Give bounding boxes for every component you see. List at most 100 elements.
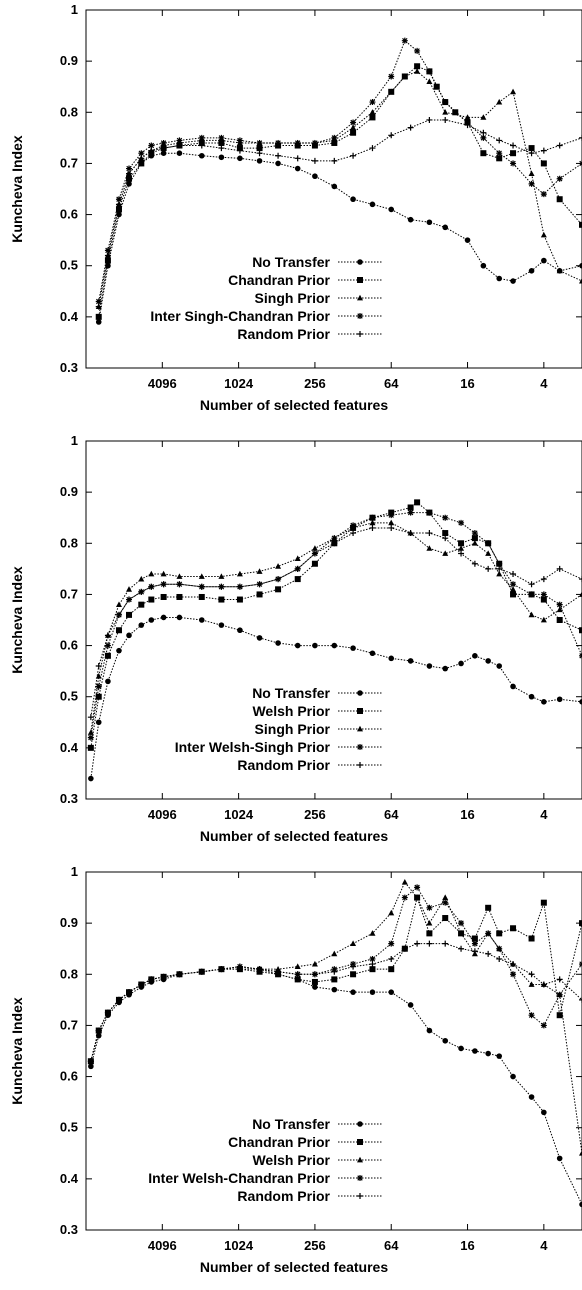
data-point [426,1027,433,1034]
data-point [311,550,318,557]
data-point [426,68,433,75]
data-point [275,152,282,159]
data-point [540,1022,547,1029]
data-point [510,581,517,588]
x-tick-label: 1024 [224,1238,254,1253]
data-point [256,568,263,574]
legend: No Transfer Chandran Prior Singh Prior Inte… [150,254,382,342]
data-point [540,576,547,583]
data-point [540,981,547,988]
data-point [496,275,503,282]
data-point [311,978,318,985]
data-point [485,950,492,957]
series-triangle [87,519,582,735]
data-point [426,509,433,516]
data-point [294,963,301,970]
y-tick-label: 0.9 [60,484,78,499]
data-point [528,971,535,978]
data-point [95,693,102,700]
data-point [528,591,535,598]
data-point [138,155,145,162]
data-point [369,524,376,531]
data-point [369,930,376,936]
x-tick-label: 1024 [224,376,254,391]
data-point [160,973,167,980]
data-point [458,519,465,526]
chart-svg: 0.3 0.4 0.5 0.6 0.7 0.8 0.9 1 4096 1024 256 64 16 4 Nu… [9,2,582,413]
data-point [426,930,433,937]
data-point [369,955,376,962]
data-point [414,499,421,506]
data-point [218,145,225,152]
data-point [115,627,122,634]
data-point [496,1053,503,1059]
chart-svg: 0.3 0.4 0.5 0.6 0.7 0.8 0.9 1 4096 1024 256 64 16 4 Nu… [9,433,582,844]
data-point [414,63,421,70]
y-tick-label: 0.7 [60,155,78,170]
data-point [115,996,122,1003]
data-point [350,152,357,159]
data-point [95,719,102,726]
data-point [464,237,471,243]
data-point [496,98,503,105]
data-point [369,201,376,208]
data-point [236,596,243,603]
y-tick-label: 0.3 [60,1222,78,1237]
y-tick-label: 0.3 [60,360,78,375]
data-point [401,73,408,79]
data-point [218,154,225,161]
data-point [540,160,547,167]
data-point [452,109,459,116]
legend-label: Inter Welsh-Chandran Prior [148,1170,330,1186]
data-point [579,134,582,141]
data-point [388,940,395,947]
data-point [426,78,433,84]
series-plus [87,940,582,1065]
data-point [331,139,338,146]
data-point [480,129,487,136]
y-tick-label: 0.4 [60,1171,79,1186]
data-point [126,175,133,182]
data-point [496,955,503,962]
data-point [388,524,395,531]
y-tick-label: 0.7 [60,1017,78,1032]
y-tick-label: 0.5 [60,1120,78,1135]
data-point [275,640,281,646]
series-line [90,522,582,733]
data-point [160,570,167,577]
data-point [485,904,492,911]
data-point [510,971,517,978]
data-point [442,99,449,106]
data-point [541,699,547,705]
legend-label: Singh Prior [255,290,331,306]
data-point [104,652,111,659]
data-point [116,647,122,654]
data-point [331,183,338,190]
legend-marker [357,1193,363,1199]
series-triangle [95,68,582,310]
data-point [458,920,465,927]
data-point [556,991,563,998]
data-point [556,267,563,274]
y-tick-label: 0.8 [60,104,78,119]
data-point [369,514,376,521]
data-point [294,565,301,572]
series-line [90,616,582,779]
data-point [388,966,395,973]
data-point [556,196,563,203]
legend-marker [357,331,363,337]
data-point [426,530,433,537]
data-point [556,976,563,983]
data-point [198,583,205,590]
data-point [311,560,318,567]
y-tick-label: 0.4 [60,309,79,324]
data-point [87,1058,94,1065]
x-axis-title: Number of selected features [200,397,388,413]
data-point [95,319,102,325]
data-point [540,616,547,623]
data-point [556,617,563,623]
data-point [95,298,102,305]
data-point [388,519,395,526]
data-point [256,966,263,973]
data-point [579,262,582,269]
